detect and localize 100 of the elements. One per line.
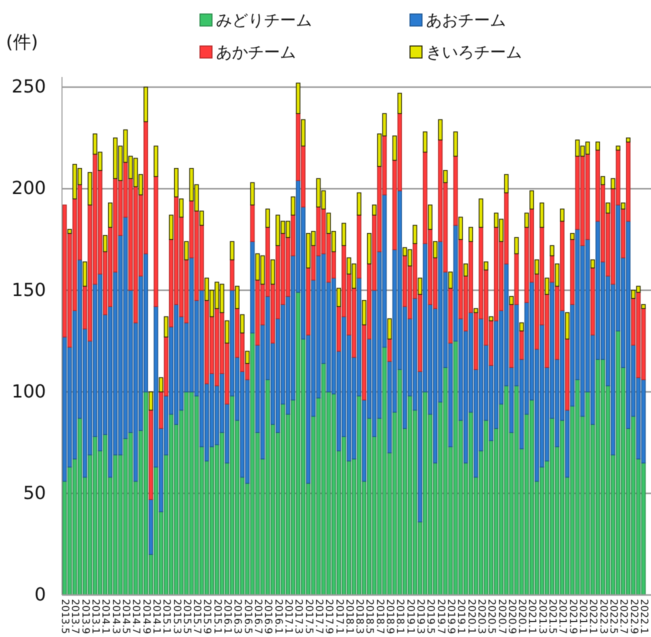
y-tick-label: 150 (12, 280, 46, 301)
x-tick-label: 2019.5 (424, 599, 436, 634)
x-tick-label: 2014.7 (130, 599, 142, 634)
legend-label: あかチーム (216, 42, 296, 62)
x-tick-label: 2017.1 (282, 599, 294, 634)
x-tick-label: 2014.3 (110, 599, 121, 634)
bar (336, 288, 342, 307)
bar (565, 338, 570, 411)
bar (544, 278, 550, 295)
x-tick-label: 2019.7 (434, 599, 446, 634)
x-tick-label: 2017.9 (323, 599, 334, 634)
bar (148, 499, 154, 555)
x-tick-label: 2014.1 (100, 599, 111, 634)
x-tick-label: 2020.3 (475, 599, 486, 634)
bar (245, 350, 250, 364)
x-tick-label: 2018.5 (364, 599, 375, 634)
x-tick-label: 2021.5 (546, 599, 558, 634)
bar (453, 131, 458, 157)
bar (616, 146, 620, 151)
x-tick-label: 2017.5 (302, 599, 314, 634)
bar (570, 239, 575, 305)
bar (290, 196, 296, 216)
x-tick-label: 2022.1 (638, 599, 649, 634)
bar (519, 330, 524, 360)
bar (504, 174, 509, 194)
bar (610, 178, 616, 190)
x-tick-label: 2018.1 (343, 599, 354, 634)
bar (270, 259, 275, 285)
bar (458, 216, 463, 240)
x-tick-label: 2017.1 (333, 599, 344, 634)
x-tick-label: 2013.1 (90, 599, 101, 634)
x-tick-label: 2015.1 (160, 599, 172, 634)
bar (158, 377, 164, 392)
bar (356, 192, 362, 216)
x-tick-label: 2016.5 (242, 599, 253, 634)
bar (534, 259, 540, 274)
bar (524, 212, 529, 228)
bar (550, 245, 554, 256)
x-tick-label: 2019.1 (404, 599, 416, 634)
bar (641, 304, 646, 309)
bar (412, 224, 418, 244)
x-tick-label: 2015.9 (201, 599, 212, 634)
bar (448, 272, 453, 289)
x-tick-label: 2022.9 (628, 599, 639, 634)
bar (570, 233, 575, 240)
bar (240, 314, 245, 334)
bar (600, 176, 606, 186)
x-tick-label: 2013.5 (59, 599, 70, 634)
bar (174, 168, 178, 198)
bar (428, 204, 432, 230)
x-tick-label: 2019.9 (444, 599, 456, 634)
y-tick-label: 0 (34, 584, 46, 606)
legend-label: あおチーム (426, 10, 506, 30)
bar (560, 208, 564, 222)
bar (148, 410, 154, 500)
bar (250, 204, 255, 242)
x-tick-label: 2022.7 (618, 599, 629, 634)
x-tick-label: 2013.7 (69, 599, 80, 634)
bar (342, 222, 346, 246)
bar (478, 198, 484, 228)
x-tick-label: 2020.9 (506, 599, 517, 634)
bar (463, 263, 468, 276)
bar (590, 259, 595, 268)
bar (620, 202, 626, 210)
x-tick-label: 2016.9 (262, 599, 274, 634)
x-tick-label: 2014.1 (150, 599, 162, 634)
y-tick-label: 250 (12, 76, 46, 98)
bar (474, 308, 478, 314)
bar (509, 304, 514, 368)
bar (144, 86, 148, 122)
bar (519, 322, 524, 332)
x-tick-label: 2018.1 (394, 599, 406, 634)
x-tick-label: 2016.7 (252, 599, 264, 634)
bar (387, 318, 392, 340)
bar (296, 82, 300, 114)
bar (164, 316, 168, 338)
bar (148, 391, 154, 411)
bar (82, 261, 88, 287)
x-tick-label: 2019.1 (455, 599, 466, 634)
bar (108, 202, 112, 228)
bar (154, 176, 158, 307)
x-tick-label: 2015.3 (170, 599, 182, 634)
bar (453, 156, 458, 226)
bar (422, 131, 428, 153)
x-tick-label: 2020.1 (465, 599, 476, 634)
x-tick-label: 2017.3 (292, 599, 304, 634)
y-tick-label: 100 (12, 381, 46, 402)
bar (626, 138, 630, 142)
bar (224, 320, 230, 344)
bar (88, 172, 92, 206)
bar (250, 241, 255, 334)
x-tick-label: 2017.7 (312, 599, 324, 634)
bar (448, 288, 453, 344)
x-tick-label: 2022.3 (597, 599, 608, 634)
bar (443, 170, 448, 184)
bar (387, 338, 392, 362)
x-tick-label: 2016.3 (232, 599, 243, 634)
x-tick-label: 2018.3 (354, 599, 365, 634)
bar (184, 241, 189, 260)
bar (250, 182, 255, 206)
